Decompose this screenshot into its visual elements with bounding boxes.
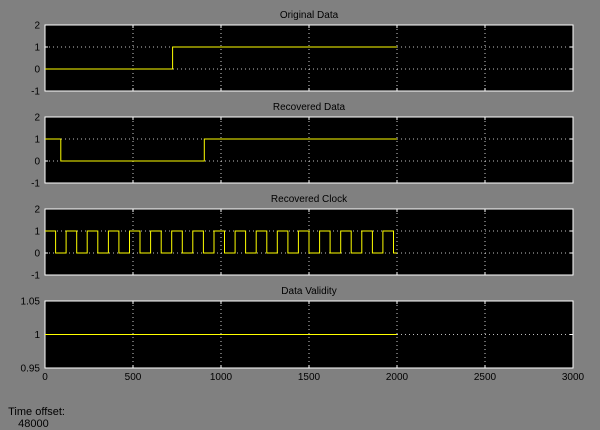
y-tick-label: -1 [31,87,40,98]
panel-3: Recovered Clock -1 0 1 2 [31,194,574,282]
y-tick-label: -1 [31,179,40,190]
series-line [45,138,397,162]
x-tick-label: 500 [125,372,142,383]
panel-title: Recovered Clock [271,194,348,205]
panel-title: Data Validity [281,286,336,297]
x-tick-label: 3000 [562,372,585,383]
y-tick-label: 2 [34,205,40,216]
panel-title: Original Data [280,10,339,21]
time-offset-value: 48000 [18,418,49,430]
y-tick-label: 2 [34,113,40,124]
panel-title: Recovered Data [273,102,346,113]
series-line [45,46,397,70]
time-offset-label: Time offset: [8,406,65,418]
y-tick-label: 1 [34,227,40,238]
panel-4: Data Validity 0.95 1 1.05 0 500 1000 1500 2000 25… [21,286,585,383]
y-tick-label: 0.95 [21,364,41,375]
y-tick-label: 0 [34,65,40,76]
time-offset-readout: Time offset: 48000 [2,394,65,430]
y-tick-label: 1 [34,330,40,341]
panel-2: Recovered Data -1 0 1 2 [31,102,574,190]
x-tick-label: 1000 [210,372,233,383]
x-tick-label: 0 [42,372,48,383]
y-tick-label: -1 [31,271,40,282]
y-tick-label: 1 [34,43,40,54]
panel-1: Original Data -1 0 1 2 [31,10,574,98]
series-line [45,230,397,254]
y-tick-label: 2 [34,21,40,32]
x-tick-label: 2500 [474,372,497,383]
y-tick-label: 1 [34,135,40,146]
y-tick-label: 0 [34,157,40,168]
y-tick-label: 1.05 [21,297,41,308]
x-tick-label: 1500 [298,372,321,383]
y-tick-label: 0 [34,249,40,260]
x-tick-label: 2000 [386,372,409,383]
